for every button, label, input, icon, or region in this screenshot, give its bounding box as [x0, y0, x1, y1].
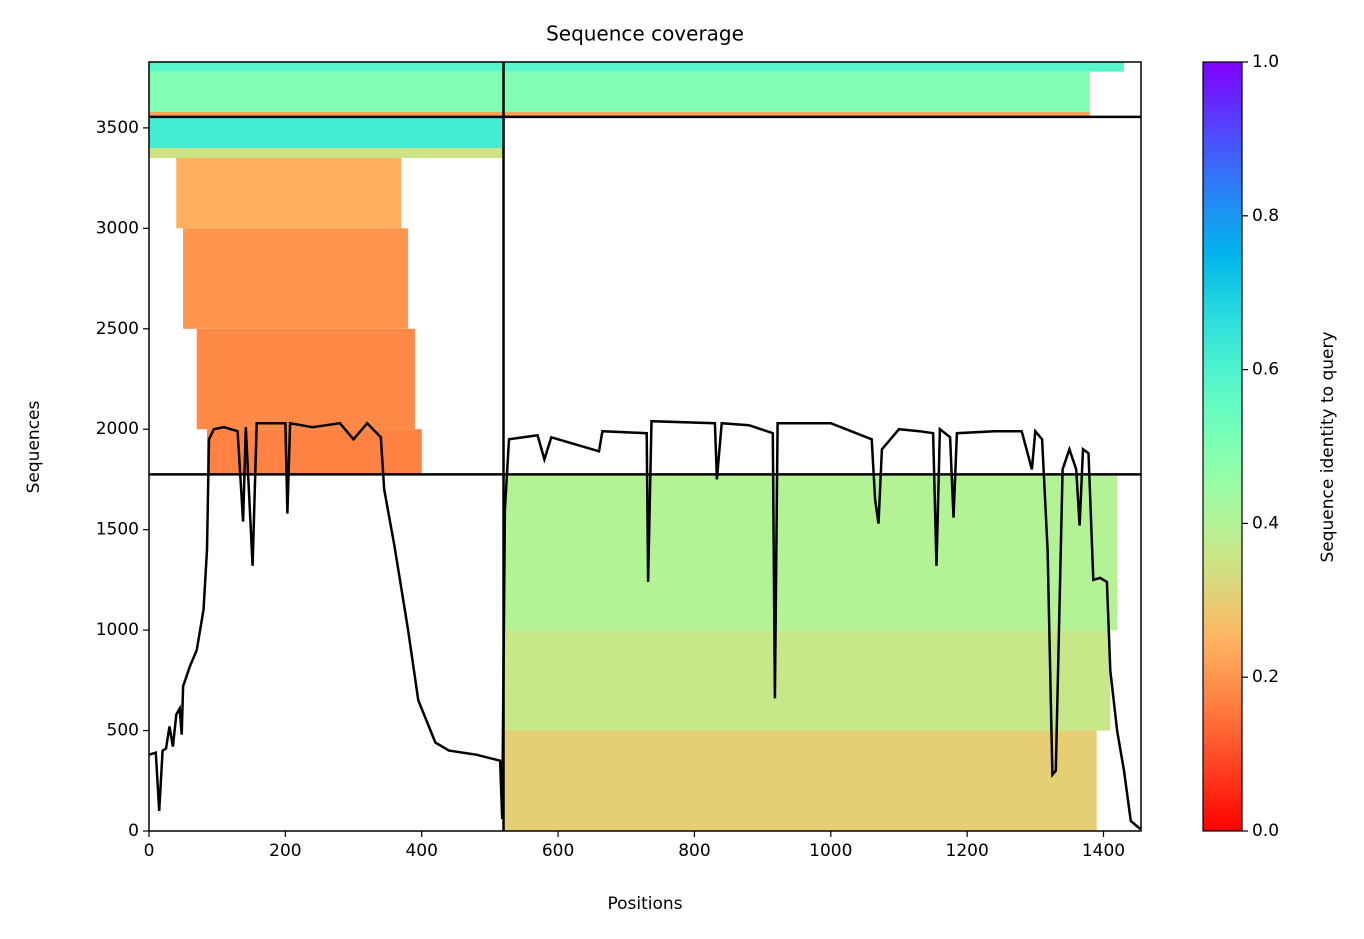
- x-tick-label: 400: [405, 841, 437, 861]
- coverage-block: [503, 630, 1111, 731]
- colorbar-tick-label: 1.0: [1252, 52, 1279, 72]
- y-tick-label: 500: [107, 721, 139, 741]
- coverage-block: [149, 111, 1090, 117]
- y-tick-label: 1500: [96, 520, 139, 540]
- coverage-block: [503, 474, 1118, 631]
- y-tick-label: 0: [128, 821, 139, 841]
- coverage-block: [196, 328, 415, 430]
- coverage-block: [176, 158, 402, 229]
- colorbar-tick-label: 0.8: [1252, 206, 1279, 226]
- coverage-block: [206, 429, 422, 475]
- y-axis-label: Sequences: [24, 401, 44, 494]
- coverage-block: [149, 62, 1124, 72]
- coverage-block: [503, 730, 1097, 831]
- x-axis-label: Positions: [607, 894, 682, 914]
- coverage-block: [149, 71, 1090, 112]
- x-tick-label: 1400: [1082, 841, 1125, 861]
- coverage-block: [149, 147, 504, 159]
- y-tick-label: 1000: [96, 620, 139, 640]
- y-tick-label: 2000: [96, 419, 139, 439]
- y-tick-label: 3000: [96, 218, 139, 238]
- plot-frame: [148, 61, 1142, 832]
- colorbar-tick-label: 0.0: [1252, 821, 1279, 841]
- x-tick-label: 800: [678, 841, 710, 861]
- colorbar-tick-label: 0.2: [1252, 667, 1279, 687]
- colorbar: [1202, 61, 1243, 832]
- x-tick-label: 200: [269, 841, 301, 861]
- x-tick-label: 0: [144, 841, 155, 861]
- y-tick-label: 3500: [96, 118, 139, 138]
- chart-title: Sequence coverage: [546, 22, 744, 46]
- colorbar-label: Sequence identity to query: [1318, 331, 1338, 562]
- coverage-block: [149, 116, 504, 148]
- x-tick-label: 600: [542, 841, 574, 861]
- colorbar-tick-label: 0.6: [1252, 360, 1279, 380]
- x-tick-label: 1200: [946, 841, 989, 861]
- coverage-line: [148, 419, 1142, 830]
- y-tick-label: 2500: [96, 319, 139, 339]
- colorbar-tick-label: 0.4: [1252, 513, 1279, 533]
- x-tick-label: 1000: [809, 841, 852, 861]
- coverage-block: [183, 228, 409, 329]
